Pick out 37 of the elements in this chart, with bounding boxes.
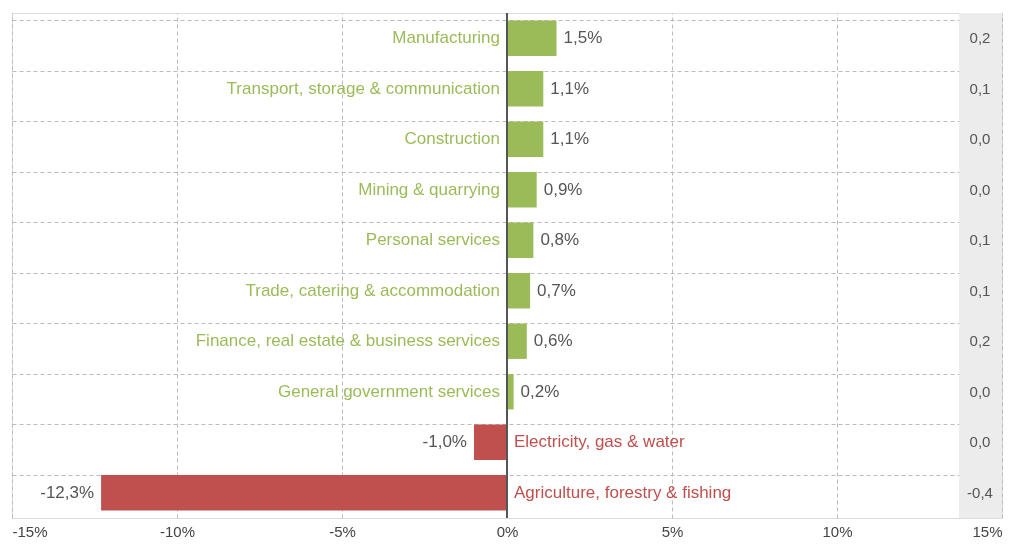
- y-tick-label: Personal services: [365, 230, 500, 250]
- x-tick-label: 0%: [496, 522, 519, 540]
- x-tick-label: 10%: [822, 522, 853, 540]
- x-tick-label: 5%: [661, 522, 684, 540]
- data-label: 0,6%: [533, 331, 573, 351]
- data-label: 0,9%: [543, 179, 583, 199]
- annotation: 0,0: [969, 433, 991, 451]
- data-label: -12,3%: [40, 482, 95, 502]
- annotation: 0,0: [969, 130, 991, 148]
- annotation: 0,1: [969, 231, 991, 249]
- y-tick-label: General government services: [277, 381, 500, 401]
- annotation: 0,0: [969, 180, 991, 198]
- data-label: 0,2%: [520, 381, 560, 401]
- y-tick-label: Electricity, gas & water: [514, 432, 686, 452]
- x-tick-label: -5%: [329, 522, 356, 540]
- data-label: -1,0%: [422, 432, 467, 452]
- data-label: 0,7%: [537, 280, 576, 300]
- annotation: 0,0: [969, 382, 991, 400]
- annotation: 0,1: [969, 281, 991, 299]
- y-tick-label: Manufacturing: [392, 28, 500, 48]
- x-tick-label: -15%: [12, 522, 48, 540]
- data-label: 1,1%: [550, 129, 590, 149]
- y-tick-label: Trade, catering & accommodation: [245, 280, 500, 300]
- annotation: 0,2: [969, 332, 991, 350]
- x-tick-label: 15%: [972, 522, 1003, 540]
- annotation: -0,4: [967, 483, 993, 501]
- y-tick-label: Construction: [404, 129, 500, 149]
- y-tick-label: Mining & quarrying: [358, 179, 500, 199]
- x-tick-label: -10%: [159, 522, 196, 540]
- y-tick-label: Finance, real estate & business services: [195, 331, 500, 351]
- data-label: 0,8%: [540, 230, 580, 250]
- annotation: 0,2: [969, 29, 991, 47]
- annotation: 0,1: [969, 79, 991, 97]
- data-label: 1,5%: [563, 28, 603, 48]
- y-tick-label: Agriculture, forestry & fishing: [514, 482, 732, 502]
- data-label: 1,1%: [550, 78, 590, 98]
- y-tick-label: Transport, storage & communication: [226, 78, 500, 98]
